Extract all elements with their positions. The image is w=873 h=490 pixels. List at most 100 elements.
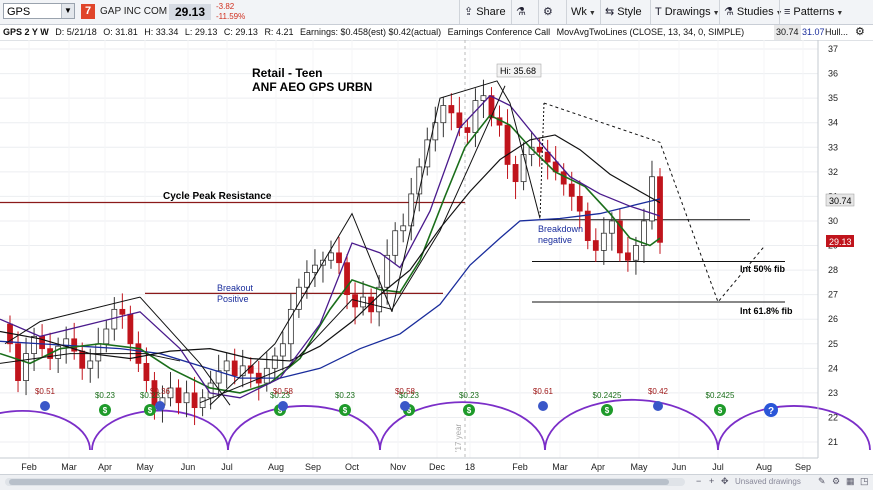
projection-path — [543, 102, 766, 303]
candle-body — [39, 335, 45, 350]
bar-range: R: 4.21 — [264, 27, 294, 37]
zoom-in-icon[interactable]: + — [709, 476, 715, 486]
candle-body — [504, 124, 511, 165]
zoom-out-icon[interactable]: − — [696, 476, 702, 486]
candle-body — [376, 286, 383, 313]
y-tick-label: 32 — [828, 167, 838, 177]
ma-price-tag-box — [825, 193, 855, 207]
dividend-icon-glyph: $ — [278, 406, 283, 415]
bar-date: D: 5/21/18 — [55, 27, 97, 37]
flask-icon: ⚗ — [724, 6, 734, 18]
candle-body — [287, 308, 294, 345]
symbol-dropdown-icon[interactable]: ▼ — [61, 4, 74, 18]
candle-body — [488, 95, 495, 119]
settings-icon[interactable]: ⚙ — [832, 476, 841, 486]
style-button[interactable]: ⇆ Style — [600, 0, 650, 24]
candle-body — [464, 127, 471, 133]
x-tick-label: Jul — [221, 462, 233, 472]
candle-body — [472, 100, 479, 133]
candle-body — [600, 232, 607, 251]
settings-button[interactable]: ⚙ — [538, 0, 565, 24]
studies-button[interactable]: ⚗ Studies ▼ — [719, 0, 783, 24]
cycle-peak-label: Cycle Peak Resistance — [163, 191, 272, 202]
hull-label[interactable]: Hull... — [825, 27, 849, 37]
candle-body — [279, 343, 286, 357]
share-icon: ⇪ — [464, 6, 474, 18]
candle-body — [103, 328, 110, 345]
dividend-icon-glyph: $ — [103, 406, 108, 415]
y-tick-label: 34 — [828, 118, 838, 128]
breakdown-label-2: negative — [538, 235, 572, 245]
drawing-icon[interactable]: ✎ — [818, 476, 826, 486]
y-tick-label: 21 — [828, 437, 838, 447]
horizontal-scrollbar[interactable] — [5, 478, 685, 486]
candle-body — [456, 112, 463, 129]
drawings-button[interactable]: T Drawings ▼ — [650, 0, 720, 24]
candle-body — [392, 230, 399, 256]
x-tick-label: Sep — [795, 462, 811, 472]
title-line-1: Retail - Teen — [252, 66, 322, 80]
earnings-call[interactable]: Earnings Conference Call — [447, 27, 551, 37]
candle-body — [71, 338, 78, 352]
last-price: 29.13 — [169, 4, 211, 20]
expand-icon[interactable]: ◳ — [860, 476, 869, 486]
chevron-down-icon: ▼ — [836, 10, 844, 17]
layout-icon[interactable]: ▦ — [846, 476, 855, 486]
bar-low: L: 29.13 — [184, 27, 218, 37]
symbol-input[interactable]: GPS ▼ — [3, 3, 75, 19]
dividend-icon — [463, 404, 475, 416]
badge-icon[interactable]: 7 — [81, 4, 95, 19]
candle-body — [480, 95, 487, 101]
x-tick-label: May — [136, 462, 154, 472]
dividend-icon — [714, 404, 726, 416]
price-chart[interactable]: Retail - Teen ANF AEO GPS URBN Cycle Pea… — [0, 40, 873, 474]
candle-body — [344, 262, 350, 296]
candle-body — [191, 392, 198, 409]
earnings-icon — [278, 401, 288, 411]
breakdown-drop — [539, 103, 545, 219]
candle-body — [231, 360, 238, 377]
candle-body — [544, 151, 551, 163]
candle-body — [55, 345, 62, 359]
x-tick-label: Apr — [98, 462, 112, 472]
dividend-icon-glyph: $ — [343, 406, 348, 415]
earnings-label: $0.51 — [35, 387, 56, 396]
candle-body — [625, 252, 631, 261]
x-tick-label: Apr — [591, 462, 605, 472]
y-tick-label: 22 — [828, 412, 838, 422]
breakdown-label-1: Breakdown — [538, 224, 583, 234]
candle-body — [641, 220, 647, 246]
dividend-label: $0.23 — [95, 391, 116, 400]
scrollbar-thumb[interactable] — [9, 479, 669, 485]
event-markers[interactable]: $0.23 $ $0.23 $ $0.23 $ $0.23 $ $0.23 $ $0.23 $ $0.2… — [35, 387, 778, 417]
flask-button[interactable]: ⚗ — [511, 0, 538, 24]
earnings-label: $0.61 — [533, 387, 554, 396]
pan-icon[interactable]: ✥ — [721, 476, 729, 486]
dividend-icon-glyph: $ — [718, 406, 723, 415]
horizontal-lines — [0, 201, 785, 303]
patterns-button[interactable]: ≡ Patterns ▼ — [779, 0, 872, 24]
dividend-icon — [99, 404, 111, 416]
annotation-labels: Retail - Teen ANF AEO GPS URBN Cycle Pea… — [163, 63, 793, 452]
y-tick-label: 27 — [828, 290, 838, 300]
dividend-label: $0.23 — [399, 391, 420, 400]
hi-label: Hi: 35.68 — [500, 66, 536, 76]
y-tick-label: 33 — [828, 142, 838, 152]
study-label[interactable]: MovAvgTwoLines (CLOSE, 13, 34, 0, SIMPLE… — [556, 27, 745, 37]
x-tick-label: 18 — [465, 462, 475, 472]
share-button[interactable]: ⇪ Share — [459, 0, 514, 24]
dividend-icon-glyph: $ — [148, 406, 153, 415]
company-name: GAP INC COM — [100, 6, 168, 17]
earnings-icon — [155, 401, 165, 411]
candles — [7, 79, 663, 426]
candle-body — [95, 343, 102, 362]
ma-slow-value: 31.07 — [802, 27, 825, 37]
envelope-2 — [209, 212, 393, 406]
fib-50-label: Int 50% fib — [740, 264, 786, 274]
ma-34-line — [0, 134, 661, 362]
lower-envelope-2 — [199, 85, 506, 404]
candle-body — [31, 335, 37, 354]
period-button[interactable]: Wk ▼ — [566, 0, 599, 24]
title-line-2: ANF AEO GPS URBN — [252, 80, 372, 94]
gear-icon[interactable]: ⚙ — [855, 26, 865, 38]
